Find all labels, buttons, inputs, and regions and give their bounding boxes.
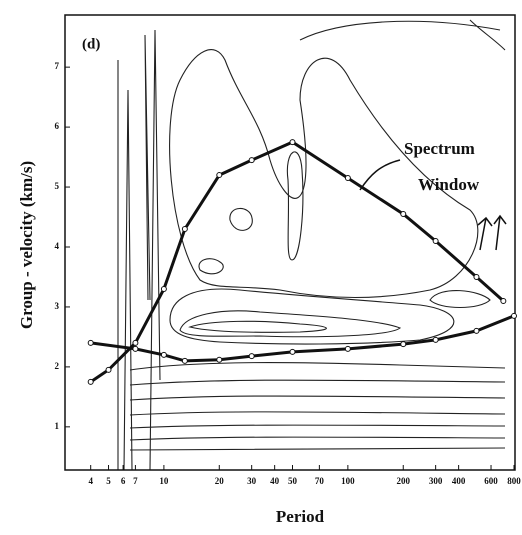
y-tick-label: 3 [55,301,60,311]
window-point [248,353,255,360]
window-point [105,366,112,373]
window-point [344,345,351,352]
window-point [87,378,94,385]
panel-label: (d) [82,36,100,52]
y-axis-label: Group - velocity (km/s) [17,161,36,329]
y-tick-label: 7 [55,61,60,71]
window-point [289,139,296,146]
x-tick-label: 50 [288,476,298,486]
window-point [181,357,188,364]
x-tick-label: 200 [396,476,410,486]
contour-field [117,19,506,471]
y-tick-label: 6 [55,121,60,131]
window-curve [90,314,515,363]
window-point [511,312,518,319]
window-point [473,327,480,334]
y-tick-label: 1 [55,421,60,431]
window-point [344,175,351,182]
window-point [216,356,223,363]
window-point [400,211,407,218]
window-point [160,285,167,292]
window-point [432,238,439,245]
x-tick-label: 6 [121,476,126,486]
x-tick-label: 70 [315,476,325,486]
annotation-arrow [359,159,507,251]
annotation: Spectrum [404,139,475,158]
window-point [216,172,223,179]
annotation: Window [418,175,480,194]
x-tick-label: 400 [452,476,466,486]
window-point [181,226,188,233]
window-point [400,341,407,348]
x-tick-label: 30 [247,476,257,486]
window-point [248,157,255,164]
x-tick-label: 300 [429,476,443,486]
x-tick-label: 4 [88,476,93,486]
y-tick-label: 4 [55,241,60,251]
window-point [132,339,139,346]
window-point [473,273,480,280]
x-tick-label: 20 [215,476,225,486]
x-tick-label: 600 [484,476,498,486]
x-tick-label: 10 [159,476,169,486]
window-point [500,297,507,304]
y-tick-label: 5 [55,181,60,191]
x-tick-label: 800 [507,476,521,486]
window-point [160,351,167,358]
x-tick-label: 7 [133,476,138,486]
window-point [132,345,139,352]
x-tick-label: 5 [106,476,111,486]
window-point [289,348,296,355]
x-axis-label: Period [276,507,325,526]
plot-frame [64,14,516,471]
window-point [432,336,439,343]
x-tick-label: 100 [341,476,355,486]
x-tick-label: 40 [270,476,280,486]
y-tick-label: 2 [55,361,60,371]
window-point [87,339,94,346]
